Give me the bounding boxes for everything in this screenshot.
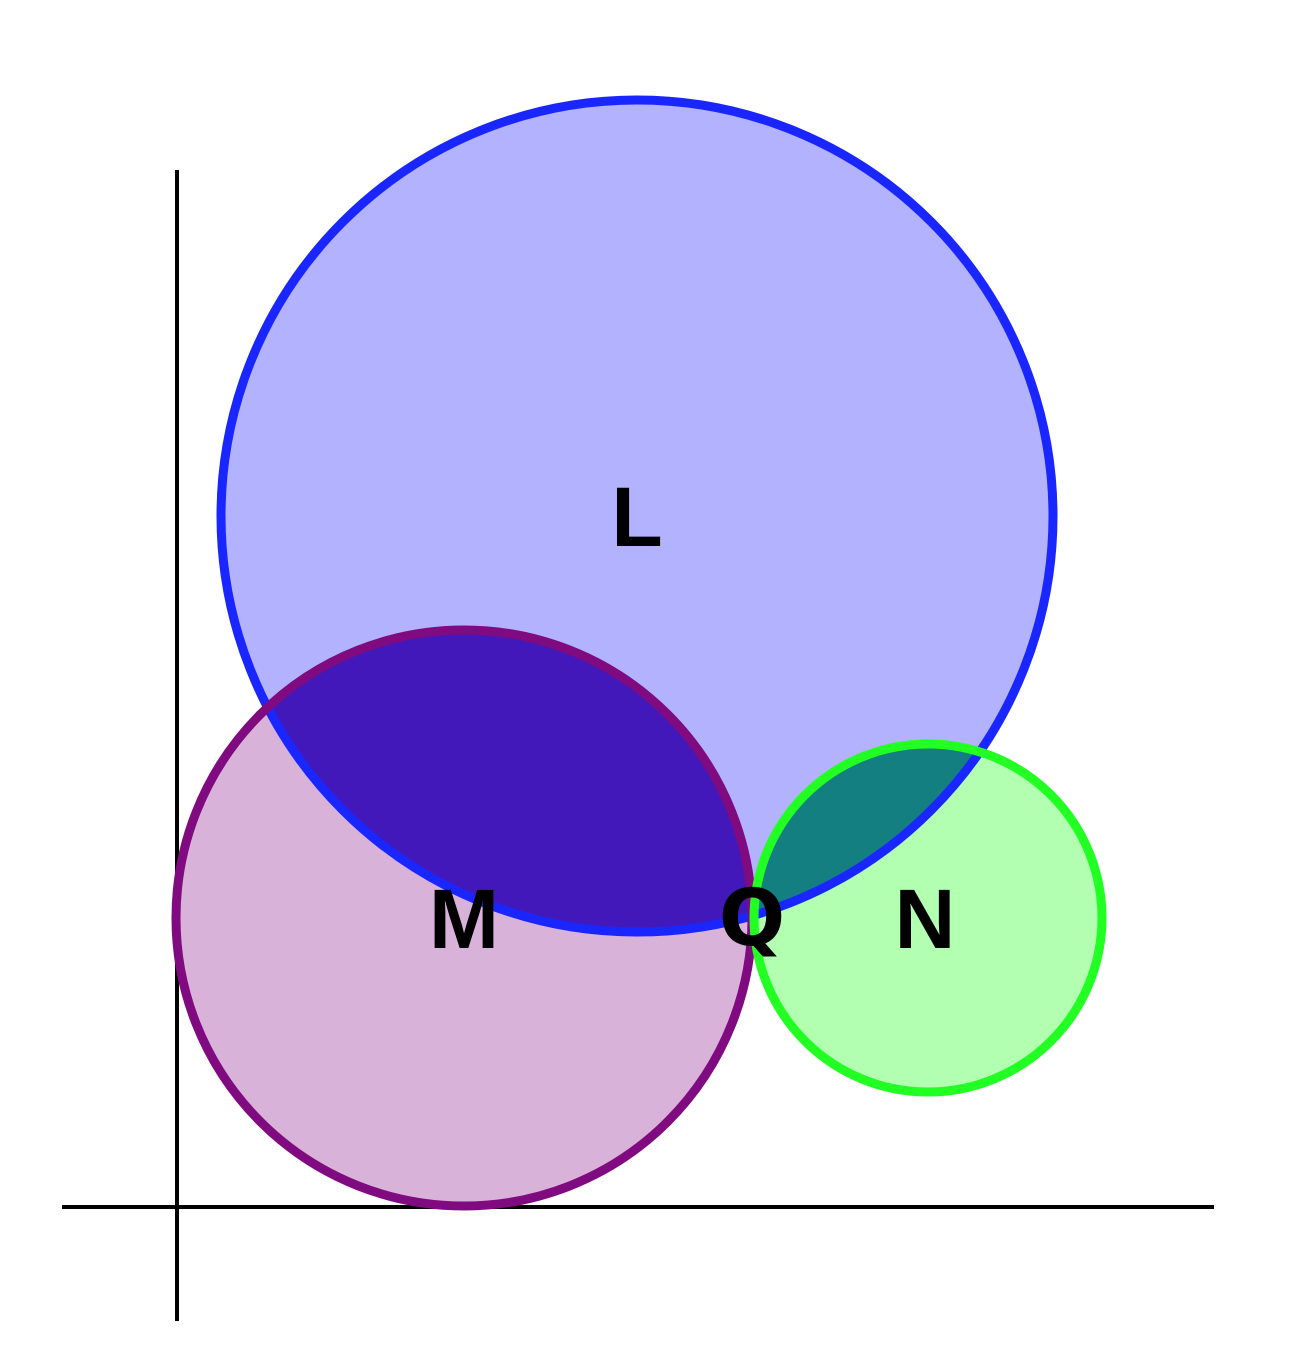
circle-n-outline: [749, 739, 1107, 1097]
circle-l-label: L: [611, 470, 662, 564]
circle-n-label: N: [895, 872, 956, 966]
circle-m-label: M: [429, 872, 499, 966]
circle-l-outline: [216, 95, 1058, 937]
tangent-point-label: Q: [719, 874, 785, 964]
